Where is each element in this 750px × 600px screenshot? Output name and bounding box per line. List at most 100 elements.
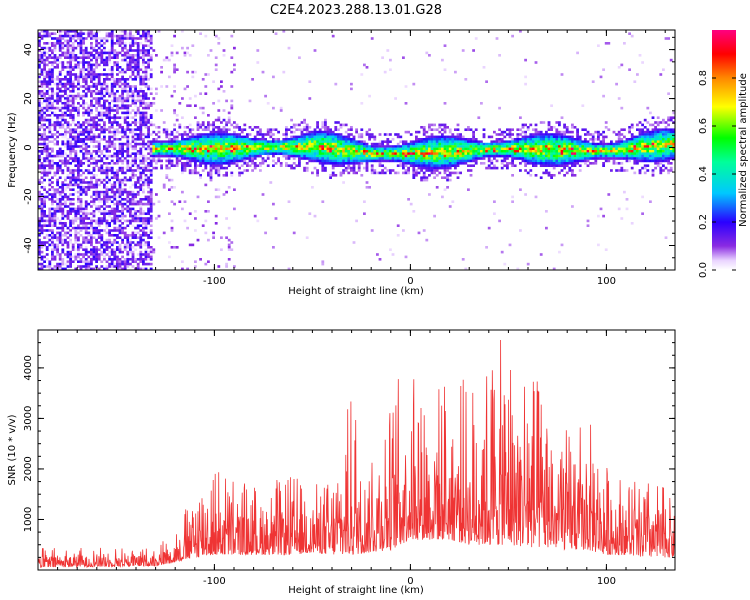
- heatmap-cell: [45, 164, 49, 167]
- heatmap-cell: [186, 150, 189, 153]
- heatmap-cell: [347, 145, 351, 148]
- heatmap-cell: [425, 150, 429, 153]
- heatmap-cell: [144, 73, 148, 76]
- heatmap-cell: [100, 116, 104, 119]
- heatmap-cell: [173, 68, 176, 71]
- heatmap-cell: [136, 157, 140, 160]
- heatmap-cell: [155, 166, 158, 170]
- heatmap-cell: [313, 142, 317, 146]
- heatmap-cell: [313, 130, 317, 134]
- heatmap-cell: [100, 126, 104, 129]
- heatmap-cell: [56, 181, 59, 184]
- heatmap-cell: [383, 159, 387, 163]
- heatmap-cell: [121, 262, 124, 266]
- heatmap-cell: [43, 186, 46, 189]
- heatmap-cell: [212, 162, 215, 165]
- heatmap-cell: [396, 224, 400, 227]
- heatmap-cell: [422, 174, 426, 177]
- heatmap-cell: [142, 226, 145, 230]
- heatmap-cell: [61, 207, 65, 211]
- heatmap-cell: [131, 212, 135, 215]
- heatmap-cell: [155, 152, 158, 155]
- heatmap-cell: [368, 94, 371, 98]
- heatmap-cell: [45, 109, 49, 112]
- heatmap-cell: [82, 102, 85, 105]
- heatmap-cell: [420, 164, 423, 167]
- heatmap-cell: [274, 217, 278, 220]
- heatmap-cell: [240, 145, 244, 148]
- heatmap-cell: [461, 49, 465, 52]
- heatmap-cell: [186, 85, 189, 88]
- heatmap-cell: [311, 171, 314, 175]
- heatmap-cell: [77, 238, 80, 242]
- heatmap-cell: [100, 114, 104, 117]
- heatmap-cell: [305, 135, 309, 139]
- heatmap-cell: [352, 140, 356, 143]
- heatmap-cell: [118, 183, 122, 187]
- heatmap-cell: [116, 176, 119, 179]
- heatmap-cell: [48, 154, 52, 158]
- heatmap-cell: [95, 61, 98, 64]
- heatmap-cell: [220, 130, 223, 134]
- heatmap-cell: [139, 147, 143, 151]
- heatmap-cell: [214, 135, 218, 139]
- heatmap-cell: [144, 195, 148, 199]
- heatmap-cell: [95, 183, 98, 187]
- heatmap-cell: [269, 140, 273, 143]
- heatmap-cell: [61, 123, 65, 127]
- heatmap-cell: [123, 118, 127, 122]
- heatmap-cell: [103, 154, 106, 158]
- heatmap-cell: [173, 138, 176, 141]
- heatmap-cell: [149, 181, 153, 184]
- heatmap-cell: [201, 133, 205, 136]
- heatmap-cell: [165, 154, 169, 158]
- heatmap-cell: [212, 164, 215, 167]
- heatmap-cell: [45, 42, 49, 45]
- heatmap-cell: [97, 42, 101, 45]
- heatmap-cell: [43, 222, 46, 225]
- heatmap-cell: [337, 121, 340, 124]
- heatmap-cell: [108, 224, 111, 227]
- heatmap-cell: [58, 147, 62, 151]
- heatmap-cell: [376, 150, 379, 153]
- heatmap-cell: [238, 152, 241, 155]
- heatmap-cell: [84, 214, 88, 218]
- heatmap-cell: [441, 145, 444, 148]
- heatmap-cell: [402, 229, 405, 232]
- heatmap-cell: [64, 262, 67, 266]
- heatmap-cell: [495, 159, 499, 163]
- heatmap-cell: [152, 145, 156, 148]
- heatmap-cell: [316, 147, 319, 151]
- heatmap-cell: [420, 157, 423, 160]
- heatmap-cell: [368, 138, 371, 141]
- heatmap-cell: [399, 157, 403, 160]
- heatmap-cell: [152, 130, 156, 134]
- heatmap-cell: [407, 159, 410, 163]
- heatmap-cell: [394, 133, 397, 136]
- heatmap-cell: [402, 150, 405, 153]
- heatmap-cell: [84, 241, 88, 244]
- heatmap-cell: [160, 159, 163, 163]
- heatmap-cell: [376, 171, 379, 175]
- heatmap-cell: [430, 123, 434, 127]
- heatmap-cell: [134, 75, 137, 79]
- heatmap-cell: [170, 140, 174, 143]
- heatmap-cell: [74, 56, 78, 59]
- heatmap-cell: [53, 258, 57, 261]
- heatmap-cell: [97, 267, 101, 270]
- heatmap-cell: [121, 39, 124, 43]
- heatmap-cell: [92, 219, 96, 223]
- heatmap-cell: [417, 145, 421, 148]
- heatmap-cell: [129, 37, 132, 40]
- heatmap-cell: [313, 150, 317, 153]
- heatmap-cell: [48, 102, 52, 105]
- heatmap-cell: [196, 128, 200, 131]
- heatmap-cell: [56, 166, 59, 170]
- heatmap-cell: [253, 152, 257, 155]
- heatmap-cell: [233, 135, 236, 139]
- heatmap-cell: [69, 210, 72, 213]
- heatmap-cell: [467, 157, 470, 160]
- heatmap-cell: [347, 166, 351, 170]
- heatmap-cell: [378, 162, 382, 165]
- heatmap-cell: [108, 231, 111, 235]
